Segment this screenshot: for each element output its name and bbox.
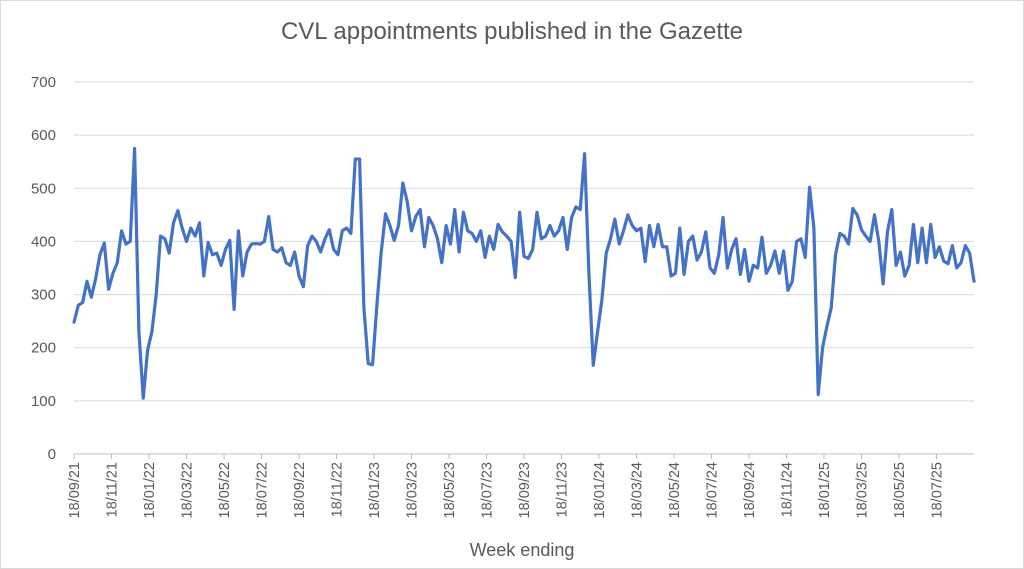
y-tick-label: 0	[48, 446, 56, 463]
x-tick-label: 18/09/23	[517, 462, 533, 518]
series-line	[72, 146, 976, 400]
y-tick-label: 500	[31, 180, 56, 197]
x-tick-label: 18/01/23	[367, 462, 383, 518]
x-tick-label: 18/09/21	[67, 462, 83, 518]
y-tick-label: 600	[31, 127, 56, 144]
x-tick-label: 18/07/24	[705, 462, 721, 518]
x-tick-label: 18/01/25	[817, 462, 833, 518]
x-tick-label: 18/03/25	[855, 462, 871, 518]
x-tick-label: 18/07/23	[480, 462, 496, 518]
x-tick-label: 18/11/24	[780, 462, 796, 517]
x-tick-label: 18/07/25	[930, 462, 946, 518]
x-tick-label: 18/11/21	[105, 462, 121, 517]
x-tick-label: 18/01/24	[592, 462, 608, 518]
chart-title: CVL appointments published in the Gazett…	[280, 18, 744, 45]
x-tick-label: 18/03/24	[630, 462, 646, 518]
x-tick-label: 18/05/24	[667, 462, 683, 518]
x-axis-title: Week ending	[469, 540, 575, 560]
y-tick-label: 200	[31, 340, 56, 357]
x-tick-label: 18/05/25	[892, 462, 908, 518]
y-tick-label: 100	[31, 393, 56, 410]
y-tick-label: 300	[31, 287, 56, 304]
x-tick-label: 18/07/22	[255, 462, 271, 518]
x-tick-label: 18/05/23	[442, 462, 458, 518]
y-tick-label: 400	[31, 233, 56, 250]
x-tick-label: 18/05/22	[217, 462, 233, 518]
x-tick-label: 18/11/22	[330, 462, 346, 517]
x-tick-label: 18/09/22	[292, 462, 308, 518]
x-tick-label: 18/03/23	[405, 462, 421, 518]
x-tick-label: 18/01/22	[142, 462, 158, 518]
y-tick-label: 700	[31, 74, 56, 91]
x-tick-label: 18/09/24	[742, 462, 758, 518]
x-tick-label: 18/03/22	[180, 462, 196, 518]
x-tick-label: 18/11/23	[555, 462, 571, 517]
